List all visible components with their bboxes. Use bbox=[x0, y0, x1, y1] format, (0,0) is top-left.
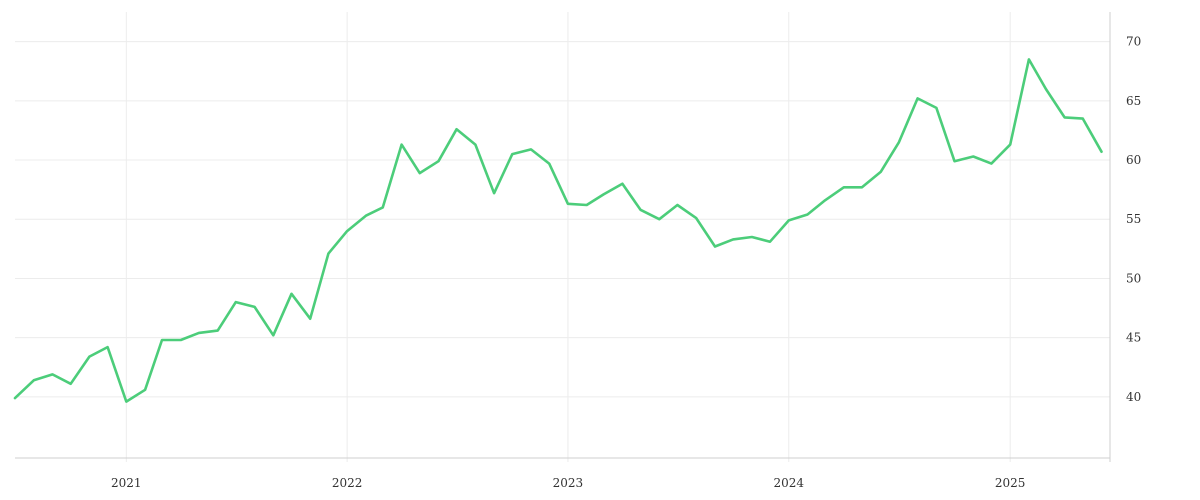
y-tick-label: 70 bbox=[1126, 35, 1141, 49]
y-tick-label: 40 bbox=[1126, 390, 1141, 404]
x-tick-label: 2021 bbox=[111, 476, 142, 490]
y-tick-label: 50 bbox=[1126, 271, 1141, 285]
y-gridlines bbox=[15, 41, 1110, 398]
y-tick-label: 55 bbox=[1126, 212, 1141, 226]
x-tick-label: 2024 bbox=[773, 476, 804, 490]
y-tick-labels: 40 45 50 55 60 65 70 bbox=[1126, 35, 1141, 404]
x-tick-label: 2022 bbox=[332, 476, 363, 490]
series-line bbox=[13, 58, 1103, 403]
y-tick-label: 65 bbox=[1126, 94, 1141, 108]
x-gridlines bbox=[125, 12, 1011, 462]
y-tick-label: 60 bbox=[1126, 153, 1141, 167]
x-tick-label: 2023 bbox=[553, 476, 584, 490]
x-tick-label: 2025 bbox=[995, 476, 1026, 490]
y-tick-label: 45 bbox=[1126, 331, 1141, 345]
axes bbox=[15, 12, 1111, 462]
x-tick-labels: 2021 2022 2023 2024 2025 bbox=[111, 476, 1025, 490]
series-layer bbox=[13, 58, 1103, 403]
